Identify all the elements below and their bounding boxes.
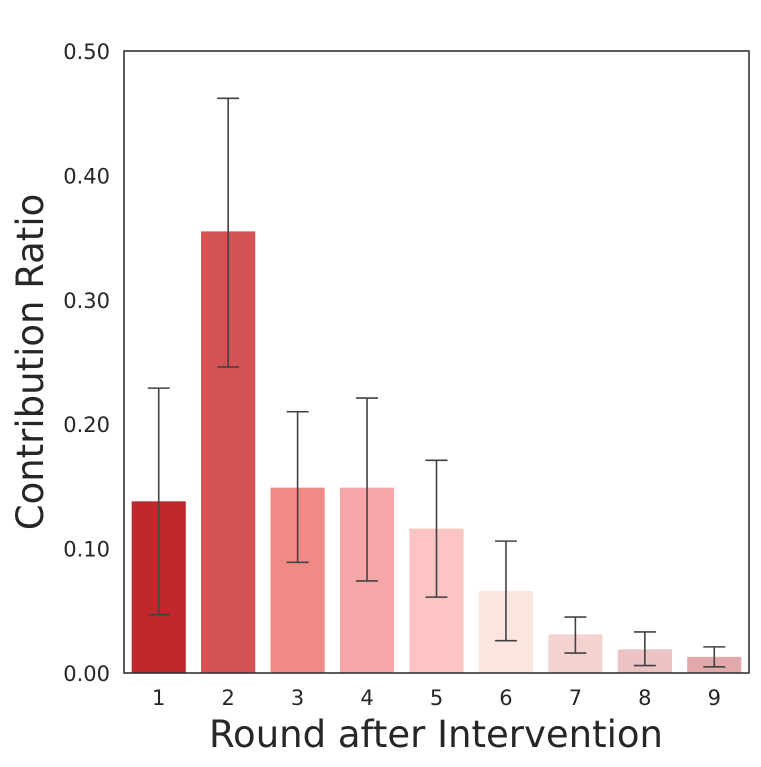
x-tick-labels: 1 2 3 4 5 6 7 8 9 — [152, 686, 721, 710]
x-tick-label-2: 2 — [221, 686, 234, 710]
y-axis-title: Contribution Ratio — [9, 194, 52, 531]
error-bar-2 — [217, 97, 240, 368]
error-bar-8 — [633, 631, 656, 667]
bars-group — [131, 231, 742, 673]
y-tick-label: 0.50 — [63, 40, 110, 64]
error-bar-5 — [425, 459, 448, 598]
error-bar-9 — [703, 646, 726, 668]
x-tick-label-1: 1 — [152, 686, 165, 710]
error-bars-group — [147, 97, 726, 668]
x-tick-label-6: 6 — [499, 686, 512, 710]
x-axis-title: Round after Intervention — [209, 713, 663, 756]
x-tick-label-8: 8 — [638, 686, 651, 710]
error-bar-1 — [147, 387, 170, 616]
y-tick-label: 0.40 — [63, 164, 110, 188]
y-tick-label: 0.30 — [63, 289, 110, 313]
y-tick-label: 0.20 — [63, 413, 110, 437]
y-tick-label: 0.10 — [63, 538, 110, 562]
x-tick-label-9: 9 — [708, 686, 721, 710]
x-tick-label-3: 3 — [291, 686, 304, 710]
y-tick-label: 0.00 — [63, 662, 110, 686]
error-bar-4 — [356, 397, 379, 582]
x-tick-label-5: 5 — [430, 686, 443, 710]
x-tick-label-7: 7 — [569, 686, 582, 710]
error-bar-6 — [494, 540, 517, 642]
x-tick-label-4: 4 — [360, 686, 373, 710]
plot-frame — [123, 50, 750, 674]
error-bar-3 — [286, 410, 309, 564]
error-bar-7 — [564, 616, 587, 654]
y-tick-labels: 0.00 0.10 0.20 0.30 0.40 0.50 — [63, 40, 110, 686]
